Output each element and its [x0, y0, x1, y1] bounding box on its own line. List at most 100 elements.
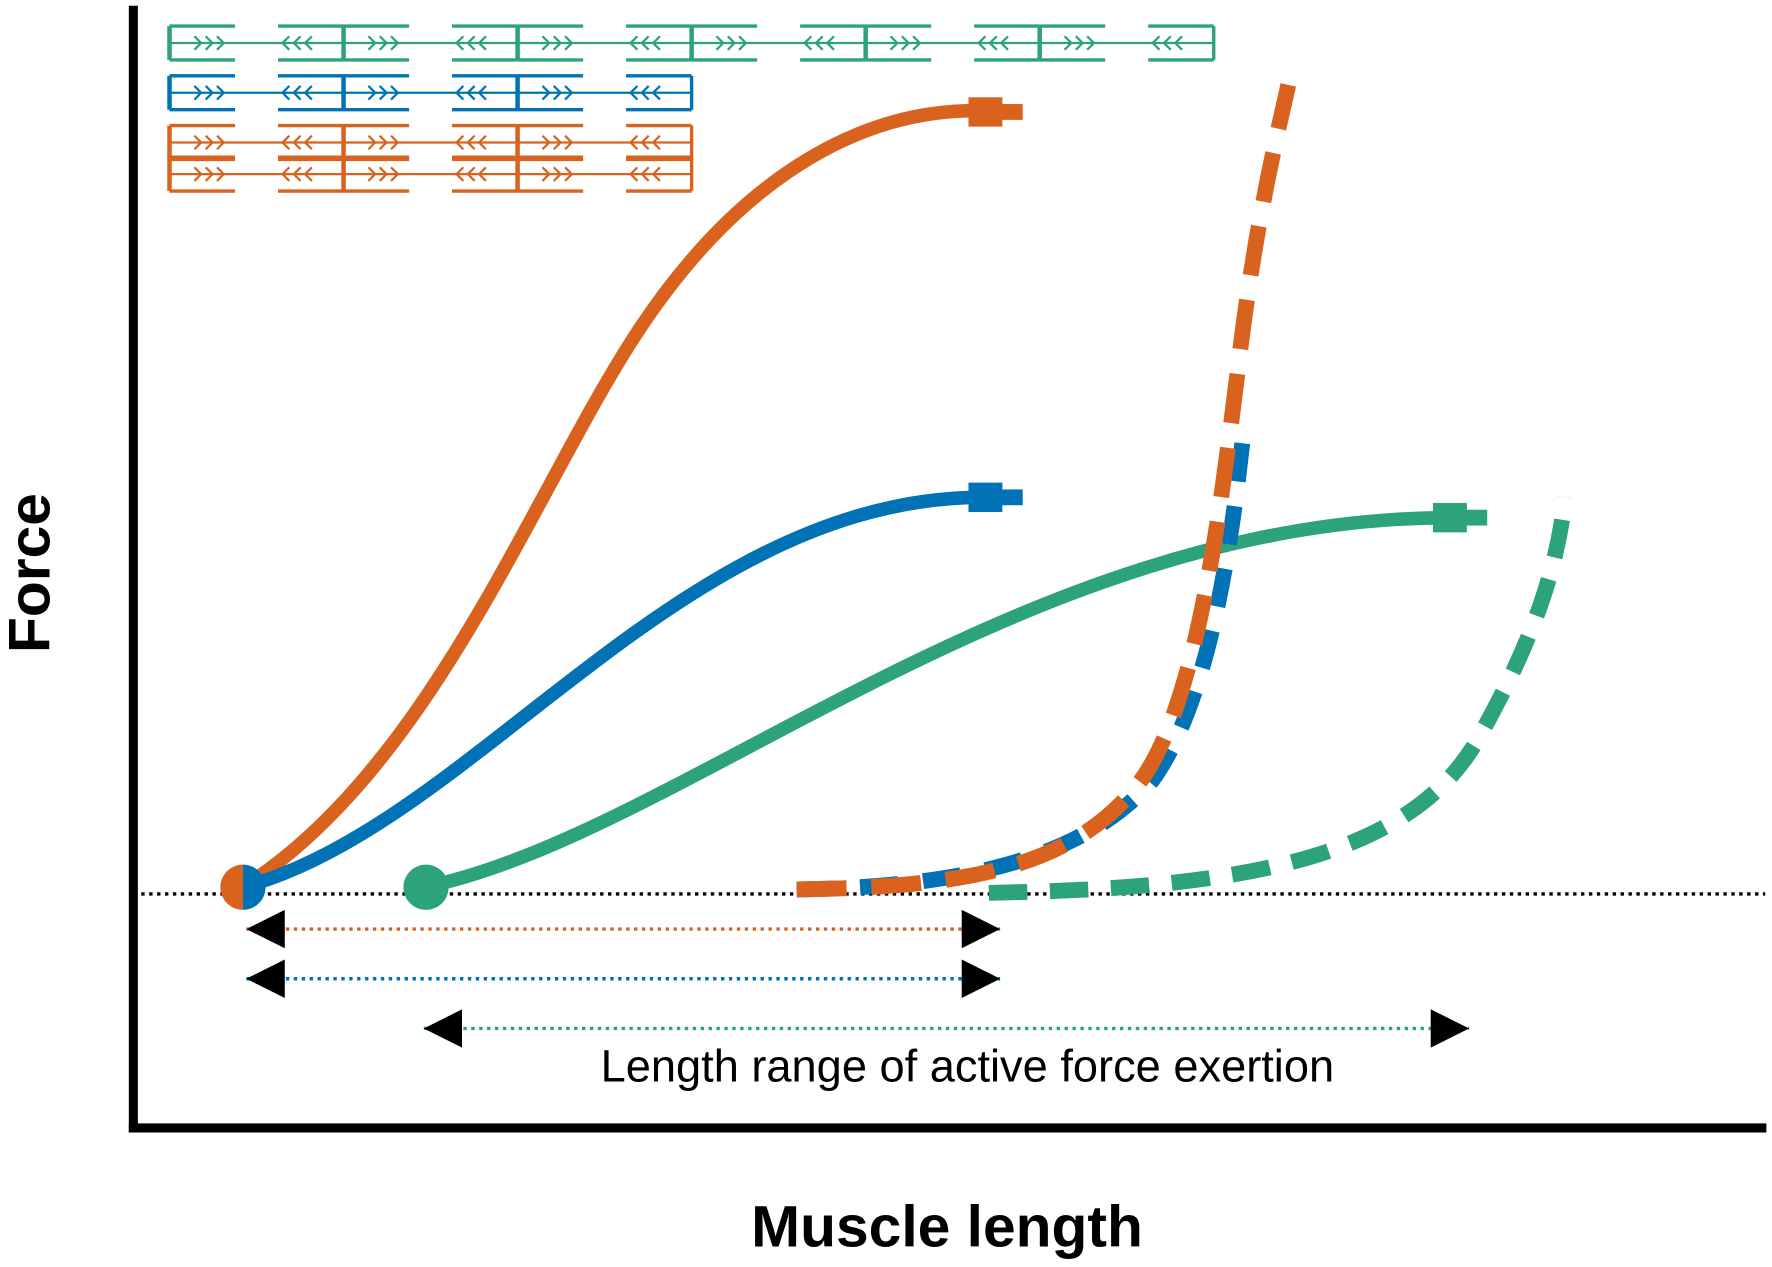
green-active-curve — [422, 510, 1447, 894]
sarcomere-part — [390, 85, 400, 101]
sarcomere-part — [466, 134, 476, 151]
sarcomere-part — [901, 35, 911, 51]
sarcomere-part — [193, 35, 203, 51]
sarcomere-part — [651, 166, 661, 182]
sarcomere-part — [193, 85, 203, 101]
sarcomere-part — [390, 134, 400, 151]
sarcomere-part — [825, 35, 835, 51]
sarcomere-part — [651, 85, 661, 101]
sarcomere-part — [651, 35, 661, 51]
sarcomere-part — [552, 166, 563, 182]
sarcomere-part — [564, 134, 574, 151]
sarcomere-part — [999, 35, 1009, 51]
sarcomere-schematics — [167, 24, 1216, 193]
sarcomere-part — [477, 134, 487, 151]
sarcomere-part — [466, 35, 476, 51]
sarcomere-part — [651, 134, 661, 151]
sarcomere-part — [204, 134, 215, 151]
sarcomere-part — [303, 85, 313, 101]
sarcomere-part — [204, 85, 215, 101]
orange-cap — [968, 97, 1003, 127]
sarcomere-part — [564, 166, 574, 182]
sarcomere-part — [280, 134, 291, 151]
sarcomere-part — [454, 166, 465, 182]
sarcomere-part — [564, 85, 574, 101]
sarcomere-part — [628, 166, 639, 182]
sarcomere-part — [454, 85, 465, 101]
x-axis-label: Muscle length — [751, 1195, 1143, 1260]
sarcomere-part — [1075, 35, 1085, 51]
sarcomere-part — [564, 35, 574, 51]
sarcomere-part — [628, 35, 639, 51]
blue-passive-curve — [796, 434, 1251, 898]
sarcomere-part — [378, 85, 389, 101]
sarcomere-part — [640, 166, 650, 182]
green-cap-tip — [1464, 509, 1488, 526]
y-axis-label: Force — [0, 493, 63, 653]
sarcomere-part — [1151, 35, 1161, 51]
sarcomere-part — [216, 85, 226, 101]
sarcomere-part — [541, 85, 551, 101]
sarcomere-part — [552, 85, 563, 101]
sarcomere-part — [390, 35, 400, 51]
sarcomere-part — [738, 35, 748, 51]
sarcomere-part — [715, 35, 725, 51]
sarcomere-part — [814, 35, 824, 51]
green-start-point — [403, 864, 449, 910]
sarcomere-part — [193, 134, 203, 151]
orange-passive-curve — [796, 83, 1297, 898]
sarcomere-part — [367, 85, 377, 101]
sarcomere-part — [193, 166, 203, 182]
sarcomere-part — [977, 35, 987, 51]
sarcomere-part — [552, 35, 563, 51]
sarcomere-part — [216, 134, 226, 151]
sarcomere-part — [912, 35, 922, 51]
sarcomere-part — [303, 35, 313, 51]
sarcomere-part — [628, 134, 639, 151]
sarcomere-part — [303, 134, 313, 151]
sarcomere-part — [466, 166, 476, 182]
sarcomere-part — [640, 134, 650, 151]
sarcomere-part — [390, 166, 400, 182]
sarcomere-part — [292, 35, 302, 51]
sarcomere-part — [216, 35, 226, 51]
sarcomere-part — [889, 35, 899, 51]
sarcomere-part — [477, 35, 487, 51]
sarcomere-part — [303, 166, 313, 182]
sarcomere-part — [726, 35, 737, 51]
sarcomere-part — [378, 166, 389, 182]
sarcomere-part — [541, 35, 551, 51]
sarcomere-part — [378, 134, 389, 151]
sarcomere-part — [552, 134, 563, 151]
sarcomere-part — [454, 134, 465, 151]
sarcomere-part — [280, 35, 291, 51]
sarcomere-part — [541, 134, 551, 151]
blue-active-curve — [241, 490, 984, 894]
annotation: Length range of active force exertion — [601, 1041, 1335, 1092]
sarcomere-part — [378, 35, 389, 51]
sarcomere-part — [367, 134, 377, 151]
sarcomere-part — [640, 85, 650, 101]
sarcomere-part — [292, 85, 302, 101]
sarcomere-part — [280, 85, 291, 101]
sarcomere-part — [292, 134, 302, 151]
sarcomere-part — [216, 166, 226, 182]
sarcomere-part — [1162, 35, 1172, 51]
sarcomere-part — [803, 35, 813, 51]
green-passive-curve — [988, 496, 1574, 901]
sarcomere-part — [454, 35, 465, 51]
sarcomere-part — [292, 166, 302, 182]
sarcomere-part — [1063, 35, 1073, 51]
sarcomere-part — [628, 85, 639, 101]
sarcomere-part — [541, 166, 551, 182]
sarcomere-part — [640, 35, 650, 51]
blue-cap — [968, 482, 1003, 513]
sarcomere-part — [1173, 35, 1183, 51]
green-cap — [1432, 502, 1467, 533]
blue-cap-tip — [1000, 489, 1023, 506]
sarcomere-part — [204, 166, 215, 182]
orange-cap-tip — [1000, 104, 1023, 120]
sarcomere-part — [204, 35, 215, 51]
